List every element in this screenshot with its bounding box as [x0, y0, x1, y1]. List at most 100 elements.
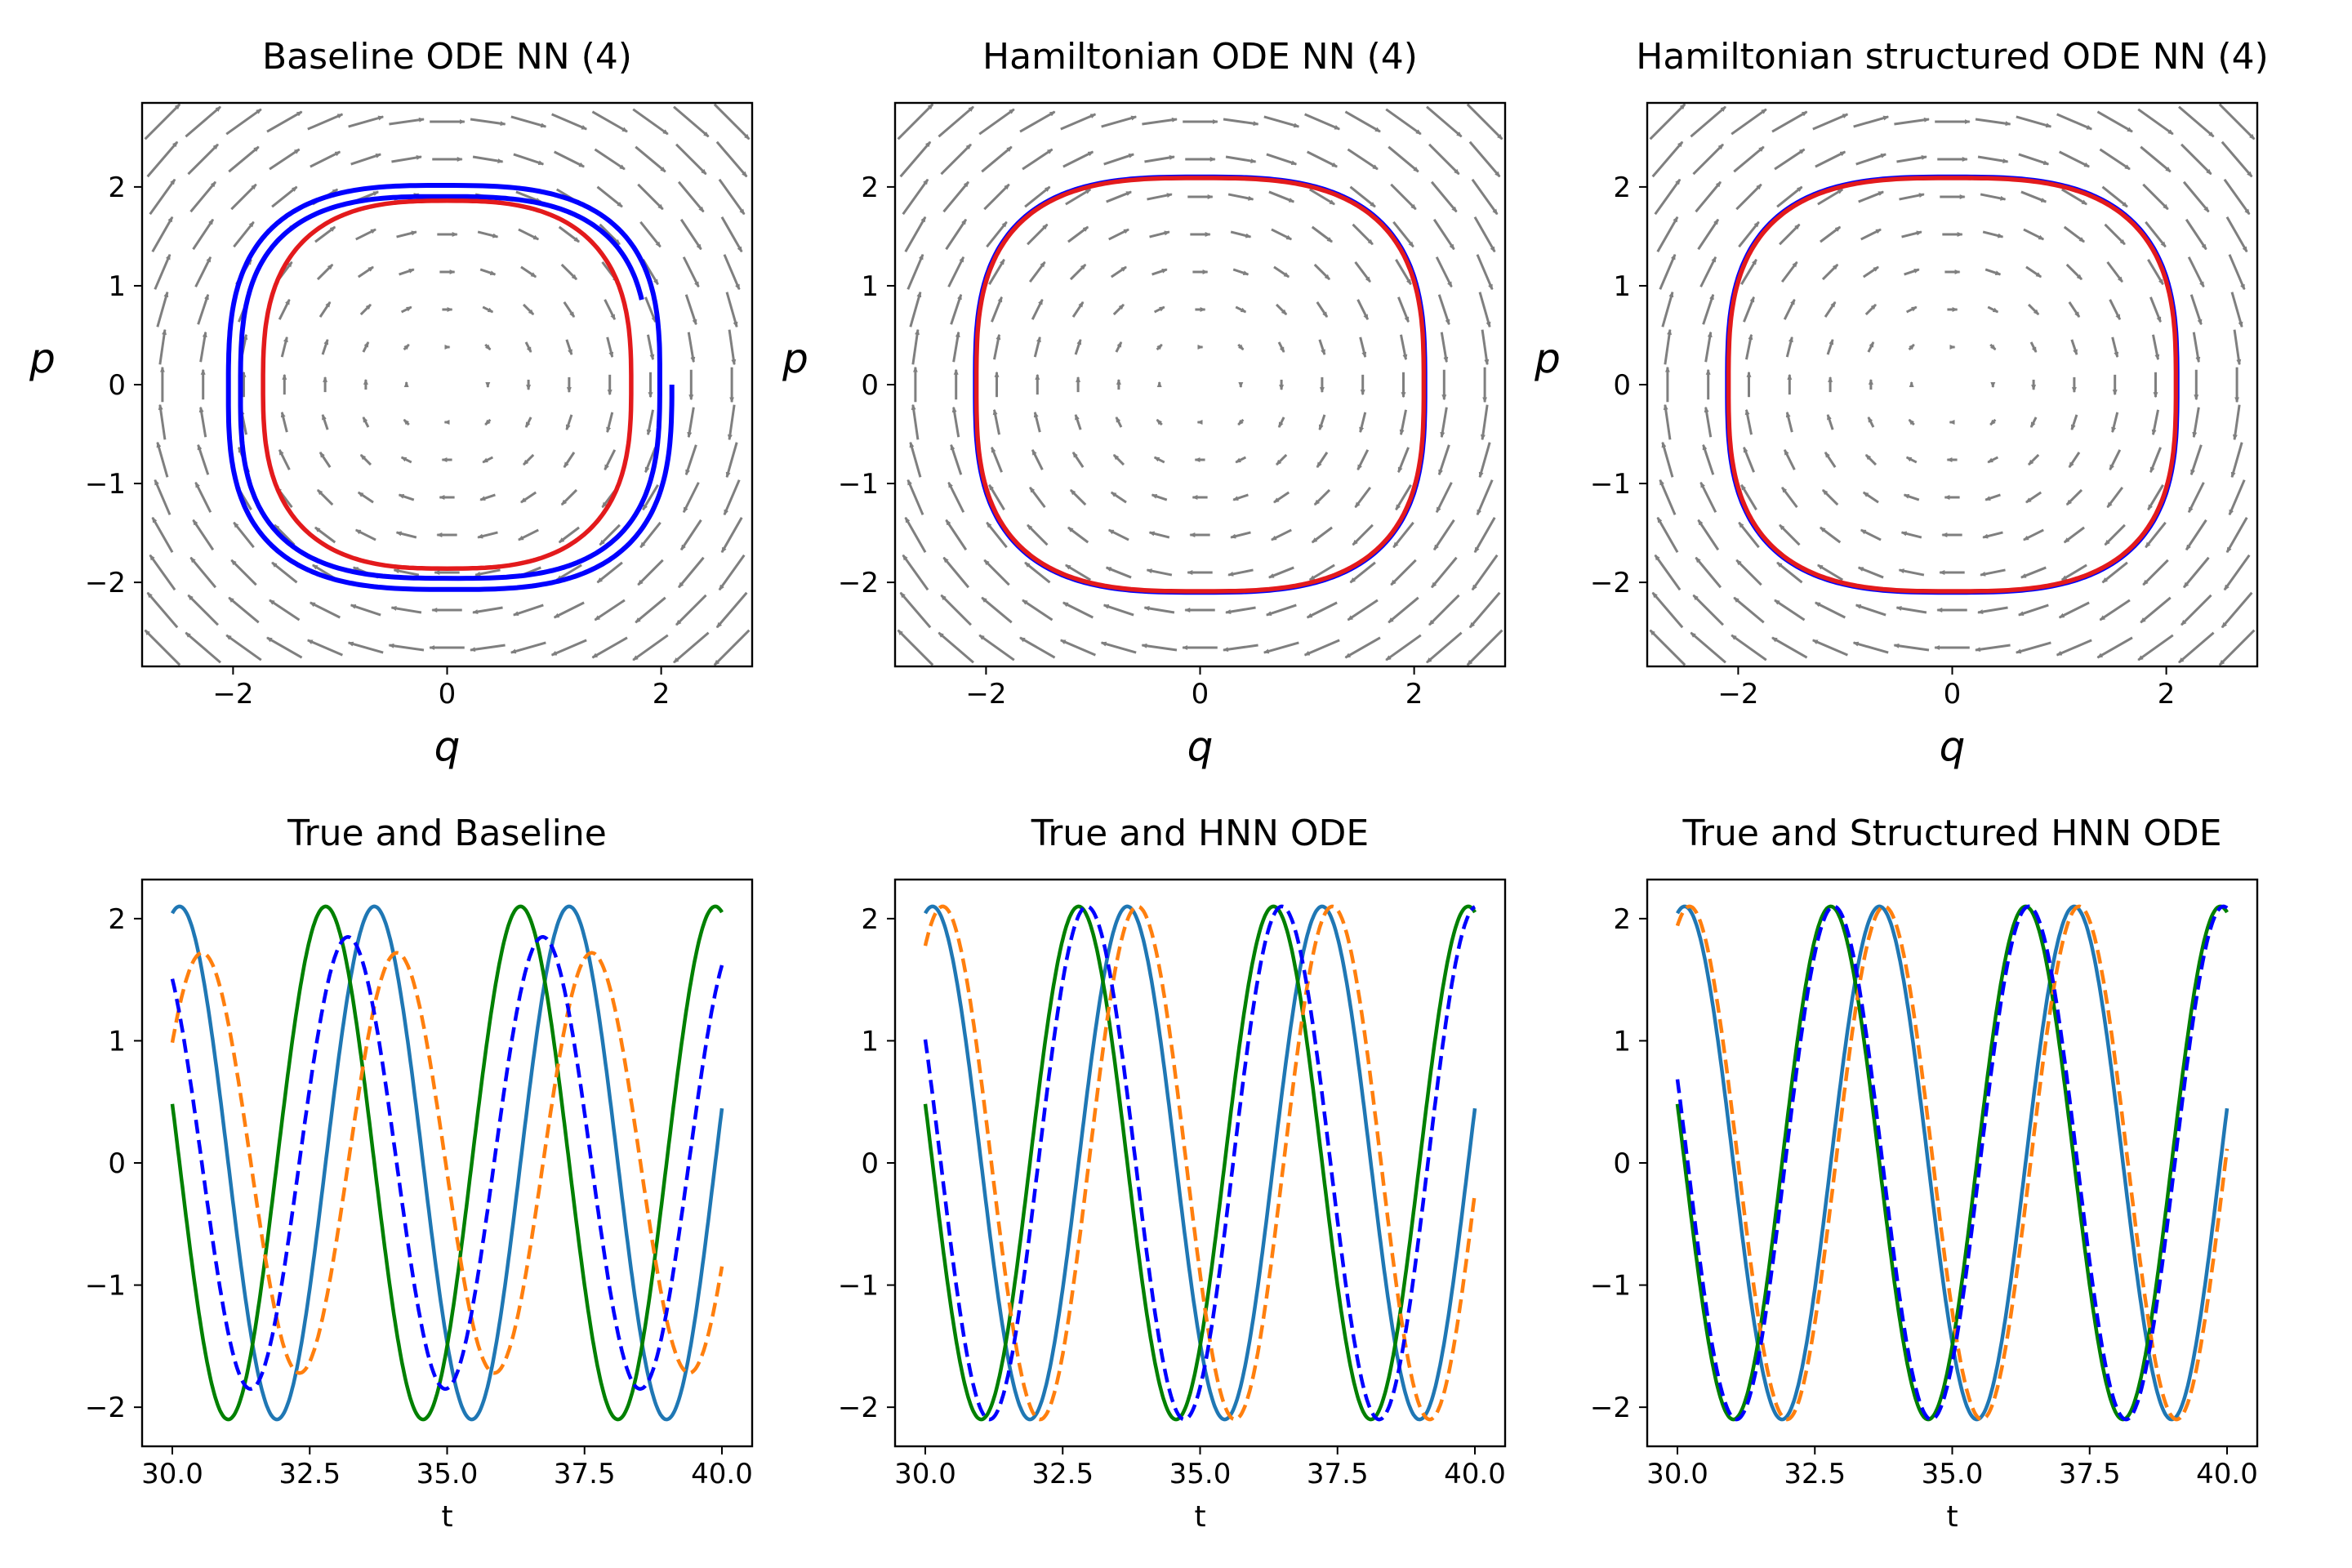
- field-arrow: [553, 601, 585, 619]
- field-arrow: [1903, 493, 1920, 501]
- true-trajectory: [973, 174, 1428, 595]
- field-arrow: [723, 479, 741, 516]
- field-arrow: [1316, 452, 1329, 468]
- field-arrow: [1153, 456, 1165, 464]
- field-arrow: [947, 256, 965, 287]
- field-arrow: [725, 292, 738, 328]
- field-arrow: [991, 296, 1003, 323]
- field-arrow: [271, 561, 298, 584]
- field-arrow: [1432, 218, 1455, 251]
- field-arrow: [1230, 531, 1251, 539]
- field-arrow: [318, 301, 332, 318]
- series-line-p-true: [923, 904, 1477, 1422]
- y-tick-label: 0: [861, 1147, 879, 1180]
- field-arrow: [904, 516, 927, 554]
- field-arrow: [1392, 521, 1414, 549]
- field-arrow: [477, 230, 499, 238]
- field-arrow: [553, 150, 586, 168]
- field-arrow: [187, 594, 220, 626]
- field-arrow: [637, 183, 664, 211]
- field-arrow: [1771, 636, 1808, 659]
- x-axis-label: q: [434, 723, 461, 770]
- field-arrow: [1031, 448, 1044, 470]
- field-arrow: [1426, 105, 1463, 138]
- field-arrow: [1268, 190, 1295, 203]
- field-arrow: [591, 110, 628, 133]
- field-arrow: [565, 414, 573, 431]
- field-arrow: [228, 145, 260, 173]
- field-arrow: [1435, 482, 1453, 514]
- field-arrow: [2058, 601, 2090, 619]
- field-arrow: [551, 113, 588, 131]
- field-arrow: [902, 178, 929, 216]
- field-arrow: [1395, 259, 1412, 286]
- field-arrow: [484, 343, 492, 351]
- field-arrow: [2063, 526, 2085, 544]
- field-arrow: [1896, 154, 1927, 163]
- series-line-q-pred: [170, 951, 724, 1375]
- field-arrow: [632, 108, 669, 136]
- field-arrow: [1977, 606, 2008, 615]
- y-tick-label: −1: [838, 468, 879, 501]
- x-tick-label: 40.0: [2196, 1458, 2258, 1490]
- field-arrow: [510, 115, 547, 128]
- field-arrow: [1661, 291, 1674, 327]
- field-arrow: [1115, 416, 1123, 428]
- field-arrow: [1065, 188, 1092, 206]
- field-arrow: [1106, 190, 1133, 203]
- field-arrow: [1735, 559, 1762, 586]
- y-tick-label: −2: [1590, 567, 1631, 599]
- field-arrow: [2096, 110, 2133, 133]
- y-tick-label: 1: [861, 1025, 879, 1058]
- field-arrow: [1395, 484, 1412, 511]
- field-arrow: [897, 629, 934, 666]
- field-arrow: [398, 493, 415, 501]
- field-arrow: [1344, 636, 1381, 659]
- field-arrow: [1785, 336, 1793, 358]
- field-arrow: [1110, 491, 1127, 504]
- field-arrow: [2101, 185, 2128, 208]
- field-arrow: [599, 223, 621, 246]
- field-arrow: [723, 254, 741, 291]
- field-arrow: [1303, 639, 1340, 657]
- field-arrow: [146, 591, 179, 629]
- field-arrow: [1852, 641, 1889, 654]
- field-arrow: [154, 253, 172, 290]
- field-arrow: [1019, 636, 1056, 659]
- chart-title: Hamiltonian structured ODE NN (4): [1636, 36, 2269, 78]
- field-arrow: [399, 268, 415, 276]
- field-arrow: [357, 265, 374, 278]
- field-arrow: [2017, 604, 2049, 617]
- field-arrow: [1860, 228, 1882, 241]
- axes-frame: [893, 101, 1507, 668]
- field-arrow: [1313, 488, 1331, 506]
- field-arrow: [2189, 444, 2203, 476]
- field-arrow: [909, 291, 922, 327]
- field-arrow: [2029, 416, 2038, 428]
- x-tick-label: 30.0: [141, 1458, 203, 1490]
- field-arrow: [2185, 519, 2207, 551]
- y-tick-label: 2: [1613, 903, 1631, 936]
- field-arrow: [1347, 599, 1379, 621]
- field-arrow: [2230, 292, 2243, 328]
- field-arrow: [1385, 634, 1422, 662]
- field-arrow: [1105, 566, 1132, 579]
- y-tick-label: −1: [85, 468, 126, 501]
- field-arrow: [2025, 491, 2042, 504]
- field-arrow: [1895, 605, 1927, 614]
- field-arrow: [1277, 341, 1285, 353]
- field-arrow: [940, 594, 973, 626]
- field-arrow: [395, 531, 417, 539]
- field-arrow: [2056, 639, 2092, 657]
- field-arrow: [591, 636, 628, 659]
- field-arrow: [679, 218, 702, 251]
- y-tick-label: 0: [1613, 1147, 1631, 1180]
- field-arrow: [1471, 178, 1499, 216]
- predicted-trajectory: [1726, 176, 2179, 594]
- field-arrow: [992, 333, 1001, 360]
- field-arrow: [230, 183, 257, 211]
- field-arrow: [1435, 256, 1453, 288]
- field-arrow: [194, 256, 212, 287]
- field-arrow: [2221, 140, 2253, 178]
